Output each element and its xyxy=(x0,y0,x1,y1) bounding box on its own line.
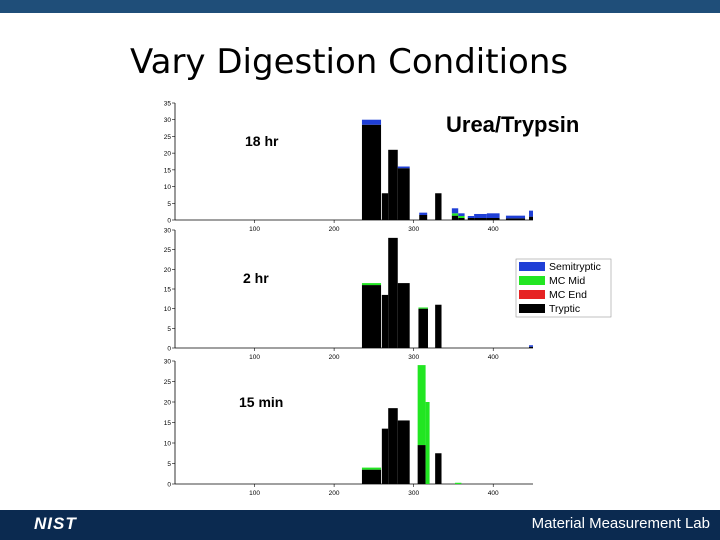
bar-tryptic xyxy=(381,294,389,348)
slide-title: Vary Digestion Conditions xyxy=(130,42,569,82)
y-tick-label: 5 xyxy=(167,326,171,333)
bar-tryptic xyxy=(529,216,533,220)
y-tick-label: 0 xyxy=(167,346,171,353)
bar-tryptic xyxy=(435,193,442,220)
bar-tryptic xyxy=(451,215,459,220)
y-tick-label: 25 xyxy=(164,247,172,254)
bar-tryptic xyxy=(467,217,475,220)
x-tick-label: 100 xyxy=(249,354,260,361)
y-tick-label: 35 xyxy=(164,101,172,108)
y-tick-label: 25 xyxy=(164,379,172,386)
bar-mc_mid xyxy=(458,215,465,218)
x-tick-label: 100 xyxy=(249,490,260,497)
bar-tryptic xyxy=(435,453,442,484)
bar-tryptic xyxy=(397,420,410,484)
legend-swatch xyxy=(519,290,545,299)
bar-semi xyxy=(486,213,500,218)
bar-mc_mid xyxy=(417,365,426,446)
y-tick-label: 30 xyxy=(164,359,172,366)
legend-swatch xyxy=(519,304,545,313)
panel-label: 18 hr xyxy=(245,133,279,149)
y-tick-label: 10 xyxy=(164,306,172,313)
bar-mc_mid xyxy=(418,307,428,309)
bar-tryptic xyxy=(474,217,487,220)
x-tick-label: 200 xyxy=(329,226,340,233)
bar-tryptic xyxy=(419,214,428,220)
top-accent-bar xyxy=(0,0,720,13)
bar-semi xyxy=(419,212,428,215)
x-tick-label: 300 xyxy=(408,226,419,233)
panel-label: 15 min xyxy=(239,394,283,410)
nist-logo: NIST xyxy=(34,514,77,533)
x-tick-label: 200 xyxy=(329,490,340,497)
bar-semi xyxy=(505,215,526,219)
bar-tryptic xyxy=(361,285,382,348)
bar-semi xyxy=(529,210,533,217)
y-tick-label: 10 xyxy=(164,184,172,191)
y-tick-label: 0 xyxy=(167,482,171,489)
bar-tryptic xyxy=(418,308,428,348)
chart-title: Urea/Trypsin xyxy=(446,112,579,137)
y-tick-label: 15 xyxy=(164,420,172,427)
bar-semi xyxy=(361,119,382,125)
footer-text: Material Measurement Lab xyxy=(531,515,710,532)
y-tick-label: 25 xyxy=(164,134,172,141)
bar-tryptic xyxy=(381,193,389,220)
y-tick-label: 0 xyxy=(167,218,171,225)
y-tick-label: 15 xyxy=(164,167,172,174)
x-tick-label: 100 xyxy=(249,226,260,233)
footer-bar xyxy=(0,510,720,540)
bar-tryptic xyxy=(397,283,410,348)
bar-tryptic xyxy=(505,218,526,220)
bar-semi xyxy=(529,345,533,347)
bar-tryptic xyxy=(361,469,382,484)
y-tick-label: 30 xyxy=(164,117,172,124)
bar-semi xyxy=(467,215,475,218)
bar-tryptic xyxy=(361,124,382,220)
bar-semi xyxy=(397,166,410,169)
bar-tryptic xyxy=(388,408,398,484)
bar-tryptic xyxy=(381,428,389,484)
y-tick-label: 20 xyxy=(164,151,172,158)
bar-tryptic xyxy=(397,168,410,220)
x-tick-label: 400 xyxy=(488,354,499,361)
y-tick-label: 15 xyxy=(164,287,172,294)
legend-label: Semitryptic xyxy=(549,261,601,273)
bar-semi xyxy=(474,213,487,218)
bar-tryptic xyxy=(417,445,426,484)
y-tick-label: 5 xyxy=(167,201,171,208)
legend-swatch xyxy=(519,262,545,271)
bar-tryptic xyxy=(458,217,465,220)
x-tick-label: 200 xyxy=(329,354,340,361)
bar-tryptic xyxy=(486,217,500,220)
bar-tryptic xyxy=(435,304,442,348)
y-tick-label: 10 xyxy=(164,441,172,448)
x-tick-label: 400 xyxy=(488,490,499,497)
bar-semi xyxy=(451,208,459,214)
x-tick-label: 400 xyxy=(488,226,499,233)
bar-mc_mid xyxy=(451,213,459,216)
legend-label: Tryptic xyxy=(549,303,580,315)
bar-tryptic xyxy=(388,237,398,348)
y-tick-label: 5 xyxy=(167,461,171,468)
bar-mc_mid xyxy=(361,283,382,286)
legend-label: MC End xyxy=(549,289,587,301)
y-tick-label: 30 xyxy=(164,228,172,235)
legend-label: MC Mid xyxy=(549,275,585,287)
y-tick-label: 20 xyxy=(164,400,172,407)
x-tick-label: 300 xyxy=(408,490,419,497)
bar-mc_mid xyxy=(425,402,430,484)
panel-label: 2 hr xyxy=(243,270,269,286)
bar-tryptic xyxy=(529,346,533,348)
legend-swatch xyxy=(519,276,545,285)
x-tick-label: 300 xyxy=(408,354,419,361)
bar-tryptic xyxy=(388,149,398,220)
bar-mc_mid xyxy=(455,482,462,484)
y-tick-label: 20 xyxy=(164,267,172,274)
bar-semi xyxy=(458,213,465,216)
bar-mc_mid xyxy=(361,467,382,470)
